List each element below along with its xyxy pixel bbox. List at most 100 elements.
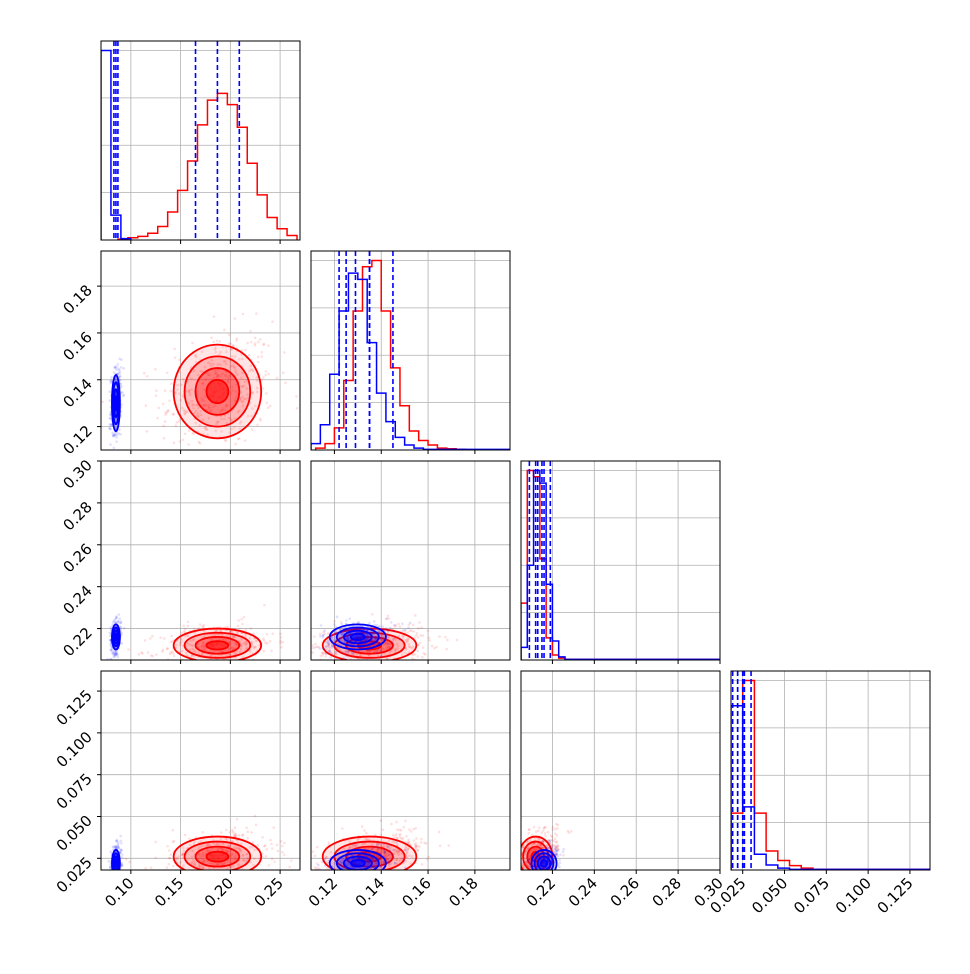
scatter-point: [191, 861, 194, 864]
scatter-point: [313, 884, 316, 887]
scatter-point: [532, 876, 535, 879]
scatter-point: [144, 404, 148, 407]
scatter-point: [397, 850, 401, 854]
scatter-point: [383, 850, 386, 854]
scatter-point: [197, 626, 200, 630]
scatter-point: [386, 614, 390, 618]
scatter-point: [187, 872, 190, 875]
scatter-point: [547, 872, 550, 875]
scatter-point: [368, 862, 371, 866]
scatter-point: [206, 433, 209, 437]
scatter-point: [376, 648, 380, 651]
scatter-point: [176, 857, 180, 861]
scatter-point: [192, 876, 195, 879]
scatter-point: [189, 663, 192, 666]
scatter-point: [379, 649, 382, 652]
scatter-point: [554, 827, 557, 831]
scatter-point: [353, 879, 356, 882]
scatter-point: [270, 847, 274, 850]
scatter-point: [398, 625, 402, 628]
scatter-point: [559, 853, 562, 856]
scatter-point: [361, 871, 364, 874]
scatter-point: [339, 632, 343, 636]
scatter-point: [522, 876, 525, 879]
scatter-point: [339, 859, 342, 863]
scatter-point: [222, 849, 226, 852]
plot-area: [101, 41, 298, 240]
scatter-point: [120, 642, 124, 645]
scatter-point: [556, 854, 560, 858]
scatter-point: [331, 644, 334, 647]
scatter-point: [543, 832, 547, 835]
scatter-point: [109, 443, 112, 446]
scatter-point: [290, 859, 293, 862]
scatter-point: [329, 850, 333, 854]
scatter-point: [367, 862, 371, 865]
scatter-point: [201, 866, 204, 870]
scatter-point: [408, 629, 412, 632]
scatter-point: [190, 399, 194, 403]
scatter-point: [233, 832, 236, 835]
scatter-point: [173, 347, 176, 351]
scatter-point: [401, 629, 405, 632]
scatter-point: [114, 844, 118, 848]
scatter-point: [375, 862, 378, 866]
scatter-point: [311, 646, 315, 650]
scatter-point: [407, 838, 410, 842]
scatter-point: [115, 451, 118, 454]
scatter-point: [263, 603, 266, 607]
scatter-point: [112, 653, 116, 657]
scatter-point: [117, 613, 121, 616]
scatter-point: [521, 892, 524, 895]
scatter-point: [198, 865, 202, 868]
scatter-point: [418, 641, 422, 644]
x-tick-label: 0.100: [832, 874, 875, 917]
scatter-point: [205, 849, 208, 853]
scatter-point: [228, 875, 231, 878]
scatter-point: [402, 859, 406, 863]
scatter-point: [406, 631, 410, 634]
scatter-point: [258, 417, 262, 421]
scatter-point: [115, 378, 118, 382]
scatter-point: [376, 844, 379, 847]
scatter-point: [322, 633, 325, 637]
scatter-point: [198, 845, 202, 848]
scatter-point: [528, 877, 531, 880]
scatter-point: [390, 853, 394, 857]
scatter-point: [417, 643, 420, 647]
scatter-point: [342, 866, 345, 869]
scatter-point: [199, 409, 202, 413]
scatter-point: [241, 867, 244, 870]
scatter-point: [164, 413, 167, 416]
scatter-point: [424, 653, 427, 656]
scatter-point: [233, 417, 237, 420]
scatter-point: [115, 653, 118, 657]
scatter-point: [241, 834, 244, 837]
scatter-point: [234, 396, 238, 399]
scatter-point: [232, 365, 236, 368]
scatter-point: [360, 825, 364, 828]
scatter-point: [375, 651, 379, 654]
scatter-point: [331, 874, 334, 877]
scatter-point: [555, 834, 559, 837]
scatter-point: [531, 833, 534, 837]
scatter-point: [254, 639, 258, 643]
scatter-point: [199, 840, 203, 843]
scatter-point: [257, 661, 260, 664]
scatter-point: [396, 836, 399, 840]
scatter-point: [416, 649, 420, 653]
scatter-point: [233, 859, 237, 862]
scatter-point: [405, 853, 408, 857]
scatter-point: [203, 365, 207, 369]
scatter-point: [363, 876, 366, 879]
scatter-point: [141, 652, 144, 655]
scatter-point: [535, 872, 538, 875]
scatter-point: [228, 374, 231, 378]
scatter-point: [183, 412, 187, 416]
scatter-point: [356, 621, 360, 624]
scatter-point: [118, 428, 121, 432]
scatter-point: [385, 640, 389, 644]
scatter-point: [406, 847, 410, 851]
scatter-point: [164, 665, 167, 668]
scatter-point: [267, 406, 270, 409]
